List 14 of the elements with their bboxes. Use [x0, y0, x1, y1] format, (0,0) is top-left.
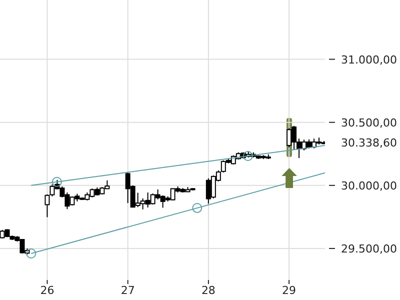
- y-tick-label: 30.500,00: [341, 116, 397, 130]
- y-tick-label: 31.000,00: [341, 53, 397, 66]
- candlestick: [44, 194, 50, 218]
- x-tick-label: 27: [120, 284, 135, 297]
- x-tick-label: 29: [282, 284, 296, 297]
- point: [26, 248, 36, 259]
- point: [192, 202, 202, 213]
- x-tick-label: 28: [201, 284, 216, 297]
- y-tick-label: 30.338,60: [341, 136, 397, 150]
- x-tick-label: 26: [40, 284, 54, 297]
- point: [52, 176, 62, 187]
- y-tick-label: 29.500,00: [341, 242, 397, 256]
- y-tick-label: 30.000,00: [341, 179, 397, 192]
- point: [242, 151, 253, 162]
